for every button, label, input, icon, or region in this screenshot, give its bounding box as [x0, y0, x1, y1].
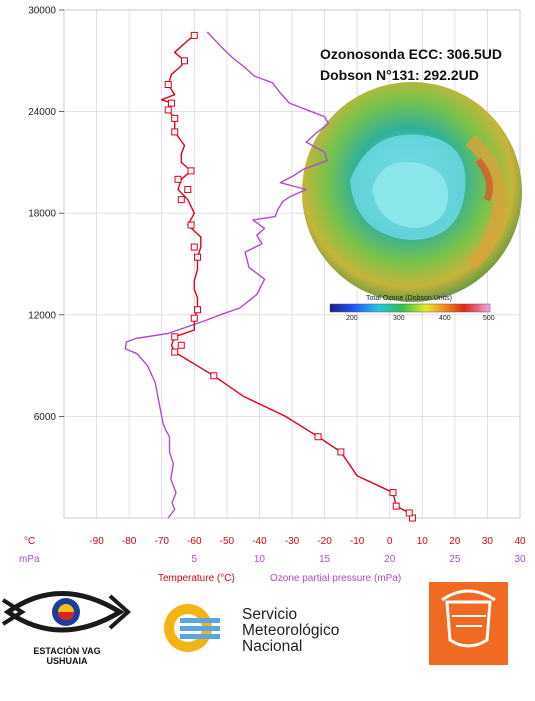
y-tick-label: 6000: [34, 412, 57, 423]
colorbar-tick: 200: [346, 315, 358, 322]
emblem-icon: [445, 600, 492, 648]
pressure-tick-label: 20: [384, 554, 396, 565]
pressure-tick-label: 10: [254, 554, 266, 565]
smn-name: Servicio Meteorológico Nacional: [242, 607, 339, 655]
temp-tick-label: -10: [350, 536, 365, 547]
temp-tick-label: 30: [482, 536, 494, 547]
temperature-marker: [187, 167, 195, 175]
station-label: ESTACIÓN VAG: [33, 646, 101, 656]
temperature-marker: [190, 314, 198, 322]
temp-unit-label: °C: [24, 536, 35, 547]
pressure-unit-label: mPa: [19, 554, 40, 565]
ozone-series: [124, 31, 330, 519]
temperature-marker: [171, 128, 179, 136]
y-tick-label: 12000: [28, 310, 56, 321]
temperature-marker: [177, 196, 185, 204]
temperature-marker: [405, 509, 413, 517]
temperature-marker: [389, 489, 397, 497]
temperature-markers: [164, 31, 417, 522]
globe-high-ozone-core: [475, 157, 493, 202]
temperature-marker: [392, 502, 400, 510]
temp-tick-label: -20: [317, 536, 332, 547]
temperature-line: [160, 34, 414, 519]
temperature-marker: [210, 372, 218, 380]
temperature-marker: [194, 253, 202, 261]
globe-high-ozone-band: [465, 134, 507, 271]
y-axis: 30000 24000 18000 12000 6000: [28, 6, 64, 423]
temperature-marker: [314, 433, 322, 441]
temp-tick-label: -30: [285, 536, 300, 547]
y-tick-label: 24000: [28, 107, 56, 118]
smn-line: Meteorológico: [242, 622, 340, 639]
ozone-line: [124, 31, 330, 519]
temperature-marker: [177, 341, 185, 349]
temp-tick-label: -70: [154, 536, 169, 547]
pressure-tick-label: 15: [319, 554, 331, 565]
temp-tick-label: -90: [89, 536, 104, 547]
temp-tick-label: -50: [220, 536, 235, 547]
temp-tick-label: 10: [417, 536, 429, 547]
colorbar-tick: 500: [483, 315, 495, 322]
temperature-marker: [181, 57, 189, 65]
smn-line: Servicio: [242, 606, 298, 623]
ozonesonde-total-label: Ozonosonda ECC: 306.5UD: [320, 46, 502, 62]
temperature-marker: [174, 175, 182, 183]
eye-logo-icon: [3, 591, 125, 633]
temperature-marker: [337, 448, 345, 456]
x-axis-label-ozone: Ozone partial pressure (mPa): [270, 573, 401, 584]
temperature-marker: [164, 106, 172, 114]
pressure-tick-label: 25: [449, 554, 461, 565]
temperature-marker: [171, 114, 179, 122]
globe-antarctica: [372, 161, 449, 228]
dobson-total-label: Dobson N°131: 292.2UD: [320, 67, 479, 83]
pressure-tick-label: 30: [514, 554, 526, 565]
temperature-series: [160, 34, 414, 519]
pressure-tick-label: 5: [192, 554, 198, 565]
temperature-marker: [187, 221, 195, 229]
city-label: USHUAIA: [46, 656, 88, 666]
temperature-marker: [190, 243, 198, 251]
temp-tick-label: -40: [252, 536, 267, 547]
temp-tick-label: 20: [449, 536, 461, 547]
station-name: ESTACIÓN VAG USHUAIA: [8, 646, 126, 666]
temperature-marker: [194, 306, 202, 314]
temp-tick-label: -60: [187, 536, 202, 547]
colorbar-gradient: [329, 303, 491, 313]
province-emblem-logo: [429, 582, 508, 665]
temp-tick-label: 0: [387, 536, 393, 547]
temperature-marker: [171, 333, 179, 341]
colorbar: Total Ozone (Dobson Units) 200 300 400 5…: [329, 295, 495, 322]
temperature-marker: [164, 81, 172, 89]
smn-line: Nacional: [242, 638, 303, 655]
x-axis-label-temperature: Temperature (°C): [158, 573, 235, 584]
colorbar-tick: 300: [393, 315, 405, 322]
colorbar-title: Total Ozone (Dobson Units): [366, 295, 452, 302]
total-ozone-globe: [302, 82, 522, 302]
temperature-marker: [190, 31, 198, 39]
vag-ushuaia-logo: [1, 591, 132, 633]
colorbar-tick: 400: [439, 315, 451, 322]
temperature-marker: [184, 185, 192, 193]
temp-tick-label: -80: [122, 536, 137, 547]
smn-logo: [164, 604, 220, 652]
temperature-marker: [167, 99, 175, 107]
x-axis: -90 -80 -70 -60 -50 -40 -30 -20 -10 0 10 20 30 40 5 10 1…: [89, 536, 526, 565]
temperature-marker: [171, 348, 179, 356]
plot-frame: [63, 9, 521, 519]
temp-tick-label: 40: [514, 536, 526, 547]
y-tick-label: 30000: [28, 6, 56, 17]
y-tick-label: 18000: [28, 209, 56, 220]
